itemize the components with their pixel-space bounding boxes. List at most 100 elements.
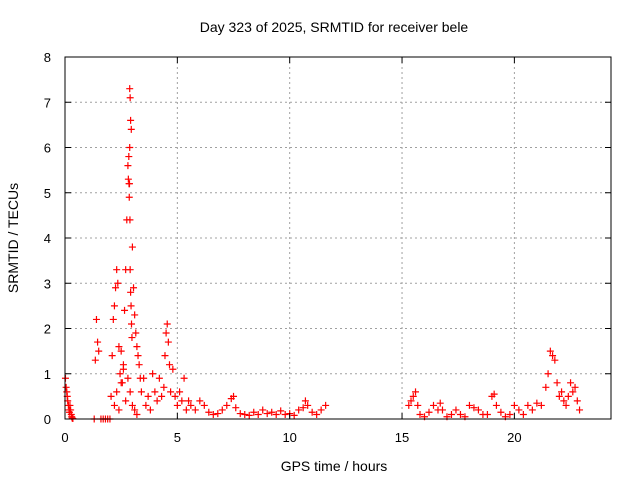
data-point [135, 361, 143, 369]
data-point [414, 401, 422, 409]
data-point [167, 388, 175, 396]
chart-title: Day 323 of 2025, SRMTID for receiver bel… [200, 19, 469, 35]
data-point [416, 410, 424, 418]
data-point [153, 397, 161, 405]
data-point [492, 401, 500, 409]
data-point [268, 408, 276, 416]
data-point [218, 406, 226, 414]
data-point [191, 406, 199, 414]
data-point [127, 302, 135, 310]
data-point [537, 401, 545, 409]
data-point [180, 374, 188, 382]
data-point [161, 352, 169, 360]
data-point [313, 410, 321, 418]
data-point [470, 404, 478, 412]
x-tick-label: 15 [395, 430, 409, 445]
grid-lines [65, 57, 611, 419]
data-point [465, 401, 473, 409]
y-axis-label: SRMTID / TECUs [5, 183, 21, 293]
data-point [131, 311, 139, 319]
data-point [571, 383, 579, 391]
data-points [61, 85, 584, 423]
y-tick-label: 2 [44, 322, 51, 337]
data-point [209, 410, 217, 418]
x-tick-label: 20 [507, 430, 521, 445]
data-point [497, 408, 505, 416]
data-point [107, 392, 115, 400]
data-point [171, 392, 179, 400]
data-point [134, 352, 142, 360]
data-point [277, 407, 285, 415]
data-point [127, 125, 135, 133]
data-point [564, 392, 572, 400]
data-point [115, 343, 123, 351]
data-point [66, 401, 74, 409]
data-point [546, 347, 554, 355]
data-point [551, 356, 559, 364]
data-point [125, 180, 133, 188]
data-point [436, 399, 444, 407]
data-point [125, 193, 133, 201]
data-point [185, 397, 193, 405]
data-point [558, 388, 566, 396]
y-axis-ticks: 0 1 2 3 4 5 6 7 8 [44, 50, 611, 427]
data-point [200, 401, 208, 409]
data-point [162, 329, 170, 337]
data-point [490, 390, 498, 398]
data-point [567, 379, 575, 387]
data-point [452, 406, 460, 414]
data-point [126, 266, 134, 274]
y-tick-label: 0 [44, 412, 51, 427]
data-point [91, 356, 99, 364]
data-point [164, 338, 172, 346]
data-point [124, 175, 132, 183]
data-point [573, 397, 581, 405]
data-point [110, 302, 118, 310]
data-point [160, 383, 168, 391]
x-axis-ticks: 0 5 10 15 20 [61, 57, 522, 445]
data-point [151, 388, 159, 396]
data-point [290, 411, 298, 419]
data-point [409, 392, 417, 400]
data-point [555, 392, 563, 400]
data-point [169, 365, 177, 373]
data-point [122, 397, 130, 405]
data-point [281, 410, 289, 418]
data-point [94, 338, 102, 346]
data-point [137, 388, 145, 396]
data-point [405, 401, 413, 409]
data-point [412, 388, 420, 396]
x-tick-label: 10 [282, 430, 296, 445]
data-point [144, 392, 152, 400]
data-point [95, 347, 103, 355]
data-point [126, 85, 134, 93]
data-point [542, 383, 550, 391]
data-point [263, 410, 271, 418]
data-point [182, 406, 190, 414]
data-point [295, 406, 303, 414]
data-point [132, 329, 140, 337]
data-point [569, 388, 577, 396]
y-tick-label: 4 [44, 231, 51, 246]
data-point [533, 399, 541, 407]
x-tick-label: 0 [61, 430, 68, 445]
data-point [62, 383, 70, 391]
data-point [125, 153, 133, 161]
data-point [109, 315, 117, 323]
data-point [425, 408, 433, 416]
data-point [308, 408, 316, 416]
data-point [117, 347, 125, 355]
data-point [127, 116, 135, 124]
data-point [124, 162, 132, 170]
data-point [130, 284, 138, 292]
data-point [519, 410, 527, 418]
y-tick-label: 7 [44, 95, 51, 110]
data-point [576, 406, 584, 414]
data-point [114, 279, 122, 287]
data-point [304, 401, 312, 409]
data-point [126, 144, 134, 151]
data-point [121, 306, 129, 314]
data-point [119, 365, 127, 373]
data-point [438, 406, 446, 414]
